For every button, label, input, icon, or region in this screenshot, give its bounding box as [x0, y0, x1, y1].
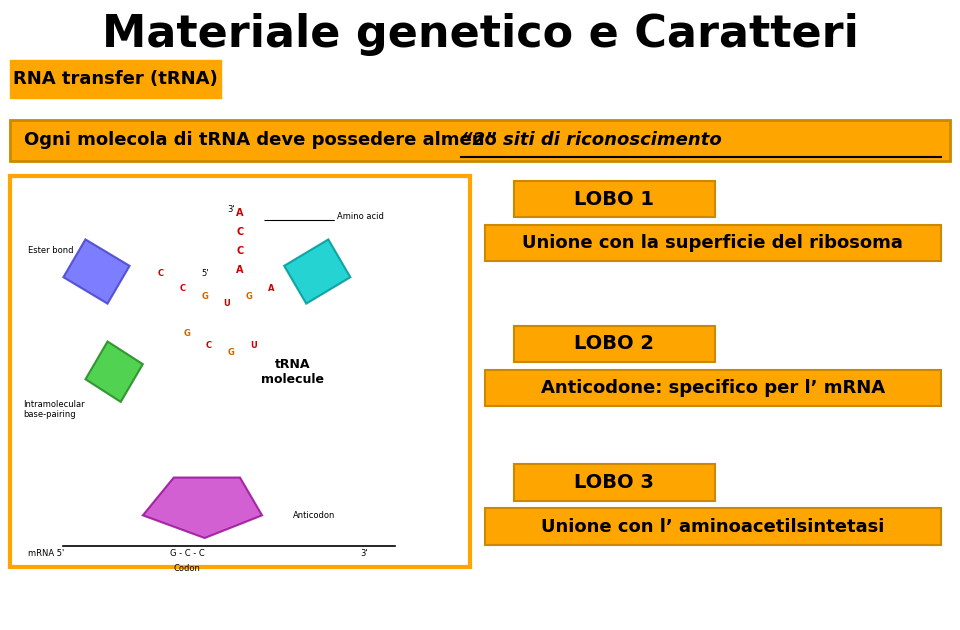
- Polygon shape: [130, 239, 293, 478]
- Text: LOBO 2: LOBO 2: [574, 335, 655, 353]
- Text: Ester bond: Ester bond: [28, 246, 74, 255]
- Text: C: C: [236, 227, 244, 237]
- FancyBboxPatch shape: [514, 464, 715, 501]
- Text: A: A: [268, 284, 275, 293]
- Text: C: C: [236, 246, 244, 256]
- Text: LOBO 3: LOBO 3: [574, 473, 655, 492]
- Text: Unione con l’ aminoacetilsintetasi: Unione con l’ aminoacetilsintetasi: [541, 518, 884, 536]
- Text: G: G: [202, 292, 208, 301]
- Text: G: G: [246, 292, 252, 301]
- Text: G - C - C: G - C - C: [170, 549, 204, 558]
- Text: Anticodon: Anticodon: [293, 511, 335, 520]
- Text: Intramolecular
base-pairing: Intramolecular base-pairing: [24, 400, 85, 419]
- Polygon shape: [284, 239, 350, 304]
- Text: U: U: [250, 341, 256, 350]
- Text: C: C: [157, 269, 163, 278]
- Text: Unione con la superficie del ribosoma: Unione con la superficie del ribosoma: [522, 234, 903, 252]
- Text: U: U: [224, 299, 230, 308]
- FancyBboxPatch shape: [10, 176, 470, 567]
- Text: LOBO 1: LOBO 1: [574, 190, 655, 209]
- Text: Anticodone: specifico per l’ mRNA: Anticodone: specifico per l’ mRNA: [540, 379, 885, 397]
- Text: C: C: [180, 284, 185, 293]
- Polygon shape: [143, 478, 262, 538]
- Polygon shape: [63, 239, 130, 304]
- Polygon shape: [85, 341, 143, 402]
- Text: A: A: [236, 208, 244, 218]
- Text: RNA transfer (tRNA): RNA transfer (tRNA): [12, 70, 218, 88]
- Text: Codon: Codon: [174, 564, 201, 573]
- Text: C: C: [206, 341, 212, 350]
- Text: 3': 3': [360, 549, 368, 558]
- FancyBboxPatch shape: [485, 508, 941, 545]
- Text: A: A: [236, 265, 244, 275]
- FancyBboxPatch shape: [514, 181, 715, 217]
- Text: G: G: [183, 329, 190, 338]
- Text: tRNA
molecule: tRNA molecule: [261, 358, 324, 386]
- Text: Materiale genetico e Caratteri: Materiale genetico e Caratteri: [102, 13, 858, 56]
- Text: Amino acid: Amino acid: [337, 212, 384, 221]
- Text: 5': 5': [201, 269, 208, 278]
- Text: 3': 3': [228, 205, 235, 214]
- Text: Ogni molecola di tRNA deve possedere almeno: Ogni molecola di tRNA deve possedere alm…: [24, 131, 503, 149]
- FancyBboxPatch shape: [485, 370, 941, 406]
- FancyBboxPatch shape: [10, 120, 950, 161]
- Text: mRNA 5': mRNA 5': [28, 549, 64, 558]
- Text: G: G: [228, 348, 234, 357]
- FancyBboxPatch shape: [485, 225, 941, 261]
- Text: “2” siti di riconoscimento: “2” siti di riconoscimento: [461, 131, 721, 149]
- FancyBboxPatch shape: [514, 326, 715, 362]
- FancyBboxPatch shape: [10, 60, 221, 98]
